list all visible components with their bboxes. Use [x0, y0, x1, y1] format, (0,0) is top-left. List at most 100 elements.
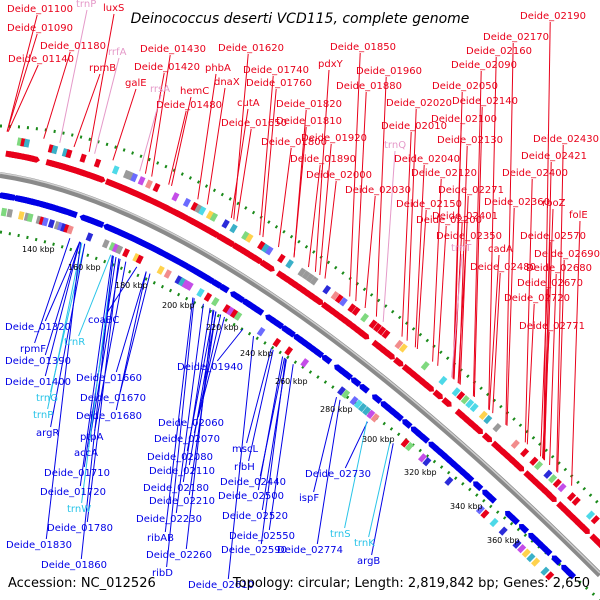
label-leader-line	[314, 69, 330, 272]
cog-color-block	[233, 311, 243, 321]
gene-label: Deide_02090	[451, 60, 517, 71]
label-leader-line	[94, 57, 120, 154]
cog-color-block	[115, 245, 124, 255]
cog-color-block	[368, 319, 378, 329]
gene-label: argB	[357, 556, 380, 567]
cog-color-block	[47, 219, 55, 229]
label-leader-line	[119, 273, 151, 393]
cog-color-block	[178, 277, 187, 287]
gene-label: folE	[569, 210, 588, 221]
forward-gene-arrow	[441, 397, 452, 407]
label-leader-line	[259, 75, 274, 236]
cog-color-block	[357, 402, 367, 413]
gene-label: Deide_01420	[134, 62, 200, 73]
ring-layer	[0, 124, 600, 600]
cog-color-block	[122, 169, 131, 180]
gene-label: Deide_02520	[222, 511, 288, 522]
cog-color-block	[226, 306, 235, 316]
label-leader-line	[457, 241, 467, 384]
reverse-gene-arrow	[542, 546, 553, 557]
gene-label: Deide_02570	[520, 231, 586, 242]
gene-label: trnT	[451, 243, 472, 254]
gene-label: Deide_01880	[336, 81, 402, 92]
gene-label: Deide_02060	[158, 418, 224, 429]
gene-label: cutA	[237, 98, 260, 109]
gene-label: Deide_02160	[466, 46, 532, 57]
tick-label: 220 kbp	[206, 323, 239, 332]
cog-color-block	[272, 337, 282, 348]
cog-color-block	[300, 358, 310, 368]
gene-label: Deide_01620	[218, 43, 284, 54]
cog-color-block	[337, 386, 346, 396]
reverse-gene-arrow	[486, 493, 497, 504]
tick-label: 320 kbp	[404, 468, 437, 477]
label-leader-line	[230, 108, 249, 219]
cog-color-block	[351, 306, 361, 316]
reverse-gene-arrow	[473, 481, 484, 492]
cog-color-block	[137, 176, 146, 186]
cog-color-block	[533, 460, 544, 471]
gene-labels: Deide_01100 Deide_01090 trnP Deide_01180 lux…	[5, 0, 600, 591]
cog-color-block	[366, 409, 376, 419]
gene-label: Deide_01660	[76, 373, 142, 384]
gene-label: trnP	[76, 0, 96, 10]
cog-color-block	[182, 197, 191, 208]
forward-gene-arrow	[513, 461, 525, 472]
cog-color-block	[543, 469, 553, 479]
cog-color-block	[422, 457, 432, 467]
cog-color-block	[362, 406, 372, 416]
gene-label: mscL	[232, 444, 258, 455]
reverse-gene-arrow	[509, 515, 520, 526]
gene-label: Deide_02720	[504, 293, 570, 304]
label-leader-line	[278, 147, 292, 248]
label-leader-line	[139, 94, 162, 172]
gene-label: Deide_01810	[276, 116, 342, 127]
cog-color-block	[26, 213, 34, 223]
label-leader-line	[81, 255, 115, 504]
gene-label: Deide_02610	[188, 580, 254, 591]
forward-gene-arrow	[28, 155, 40, 163]
cog-color-block	[132, 253, 141, 263]
reverse-gene-arrow	[342, 370, 353, 381]
gene-label: Deide_01940	[177, 362, 243, 373]
gene-label: cadA	[488, 244, 513, 255]
gene-label: ribAB	[147, 533, 174, 544]
cog-color-block	[171, 192, 180, 202]
label-leader-line	[43, 51, 71, 139]
tick-label: 180 kbp	[115, 281, 148, 290]
label-leader-line	[262, 88, 277, 238]
backbone-highlight	[0, 172, 600, 574]
gene-label: ribH	[234, 462, 255, 473]
label-leader-line	[182, 307, 211, 483]
label-leader-line	[349, 52, 361, 297]
gene-label: Deide_02170	[483, 32, 549, 43]
forward-gene-arrow	[579, 524, 590, 534]
label-leader-line	[47, 242, 83, 410]
cog-color-block	[521, 548, 531, 558]
label-leader-line	[473, 106, 483, 398]
label-leader-line	[168, 110, 187, 185]
cog-color-block	[510, 439, 520, 449]
cog-color-block	[135, 254, 144, 265]
cog-color-block	[185, 281, 194, 291]
reverse-gene-arrow	[321, 354, 333, 365]
cog-color-block	[111, 243, 120, 253]
gene-label: Deide_02350	[436, 231, 502, 242]
cog-color-block	[372, 322, 382, 333]
gene-label: Deide_01850	[330, 42, 396, 53]
cog-color-block	[520, 447, 530, 458]
label-leader-line	[80, 255, 114, 560]
cog-color-block	[420, 361, 430, 371]
cog-color-block	[517, 543, 527, 554]
cog-color-block	[277, 253, 286, 264]
forward-gene-arrow	[251, 254, 263, 265]
cog-color-block	[261, 243, 270, 253]
gene-label: Deide_02440	[220, 477, 286, 488]
cog-color-block	[256, 326, 266, 337]
gene-label: Deide_02110	[149, 466, 215, 477]
gene-label: Deide_02260	[146, 550, 212, 561]
label-leader-line	[414, 164, 425, 348]
reverse-gene-arrow	[273, 319, 284, 330]
gene-label: Deide_01740	[243, 65, 309, 76]
